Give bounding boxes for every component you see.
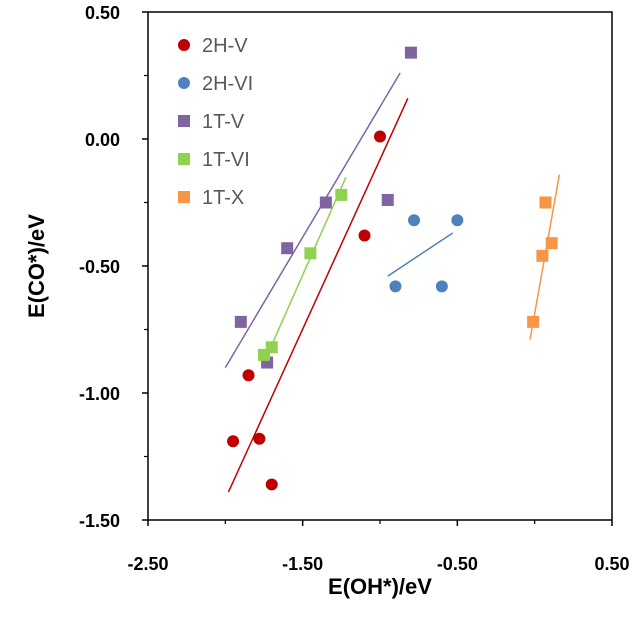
legend-marker-1t-v: [178, 115, 190, 127]
x-tick-label: 0.50: [594, 554, 629, 574]
legend-marker-1t-vi: [178, 153, 190, 165]
point-2h-vi: [435, 280, 448, 293]
point-2h-v: [227, 435, 240, 448]
legend-label-2h-v: 2H-V: [202, 35, 248, 57]
legend-marker-1t-x: [178, 191, 190, 203]
trendline-2h-vi: [387, 232, 454, 277]
x-tick-label: -2.50: [127, 554, 168, 574]
point-2h-vi: [408, 214, 421, 227]
y-axis-title: E(CO*)/eV: [24, 214, 49, 318]
legend-marker-2h-vi: [178, 77, 190, 89]
trendline-1t-v: [224, 72, 401, 368]
trendline-2h-v: [227, 98, 409, 493]
point-1t-v: [281, 242, 294, 255]
trendlines: [224, 72, 561, 493]
point-2h-v: [242, 369, 255, 382]
data-points: [227, 46, 558, 491]
point-1t-vi: [335, 188, 348, 201]
x-axis-title: E(OH*)/eV: [328, 574, 432, 599]
trendline-1t-vi: [263, 176, 347, 363]
point-1t-vi: [265, 341, 278, 354]
point-2h-v: [253, 432, 266, 445]
point-1t-x: [539, 196, 552, 209]
y-axis: 0.50 0.00 -0.50 -1.00 -1.50: [79, 3, 148, 531]
point-2h-v: [374, 130, 386, 143]
legend-label-1t-x: 1T-X: [202, 187, 244, 209]
x-tick-label: -0.50: [437, 554, 478, 574]
point-2h-v: [265, 478, 278, 491]
x-tick-label: -1.50: [282, 554, 323, 574]
point-1t-v: [404, 46, 417, 59]
legend-label-1t-vi: 1T-VI: [202, 149, 250, 171]
y-tick-label: 0.00: [85, 130, 120, 150]
y-tick-label: -1.50: [79, 511, 120, 531]
legend-marker-2h-v: [178, 39, 190, 51]
point-1t-x: [536, 249, 549, 262]
point-1t-v: [234, 315, 247, 328]
x-axis: -2.50 -1.50 -0.50 0.50: [127, 520, 630, 574]
y-tick-label: -0.50: [79, 257, 120, 277]
point-1t-x: [545, 237, 558, 250]
point-2h-vi: [451, 214, 464, 227]
legend-label-1t-v: 1T-V: [202, 111, 245, 133]
legend: 2H-V 2H-VI 1T-V 1T-VI 1T-X: [178, 35, 253, 209]
point-2h-vi: [389, 280, 402, 293]
point-1t-x: [527, 315, 540, 328]
point-2h-v: [358, 229, 371, 242]
point-1t-v: [319, 196, 332, 209]
point-1t-vi: [304, 247, 317, 260]
point-1t-v: [381, 193, 394, 206]
legend-label-2h-vi: 2H-VI: [202, 73, 253, 95]
y-tick-label: 0.50: [85, 3, 120, 23]
y-tick-label: -1.00: [79, 384, 120, 404]
